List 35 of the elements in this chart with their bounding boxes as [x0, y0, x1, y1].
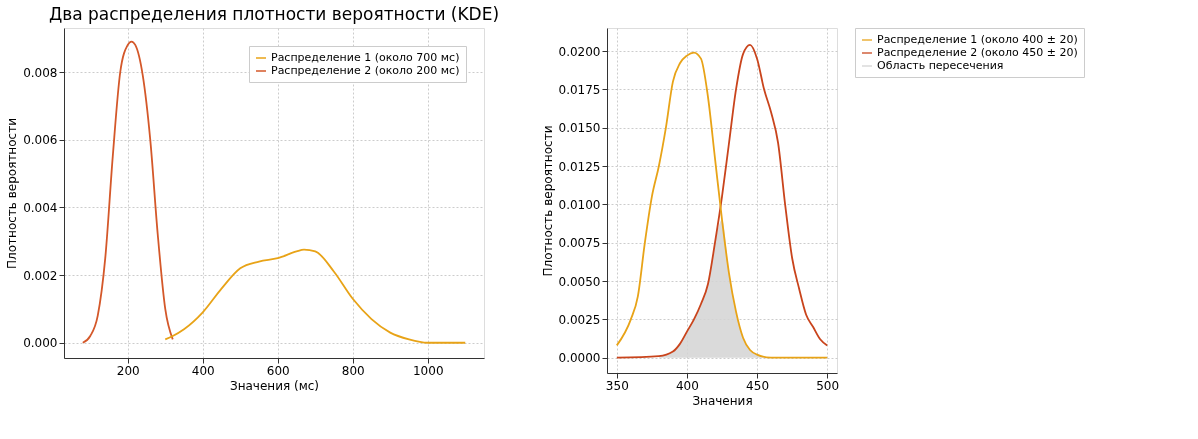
y-tick-label: 0.000 [23, 336, 58, 351]
y-tick-label: 0.004 [23, 200, 58, 215]
y-tick-label: 0.0025 [558, 312, 601, 327]
y-tick-label: 0.008 [23, 65, 58, 80]
x-tick-label: 1000 [412, 363, 444, 378]
line-series [81, 40, 174, 344]
y-tick-label: 0.0200 [558, 44, 601, 59]
y-axis-title: Плотность вероятности [540, 125, 555, 277]
x-axis-title: Значения (мс) [229, 378, 320, 393]
y-tick-label: 0.0150 [558, 121, 601, 136]
chart-title: Два распределения плотности вероятности (KDE) [48, 4, 500, 24]
legend-label: Распределение 1 (около 400 ± 20) [877, 33, 1078, 46]
x-tick-label: 350 [605, 378, 629, 393]
y-tick-label: 0.0100 [558, 197, 601, 212]
x-tick-label: 600 [266, 363, 290, 378]
x-tick-label: 200 [116, 363, 140, 378]
y-tick-label: 0.0000 [558, 351, 601, 366]
legend-label: Область пересечения [877, 59, 1004, 72]
y-tick-label: 0.0175 [558, 82, 601, 97]
y-tick-label: 0.0050 [558, 274, 601, 289]
line-series [164, 248, 467, 344]
y-axis-title: Плотность вероятности [5, 118, 20, 269]
legend-label: Распределение 2 (около 200 мс) [271, 64, 460, 77]
x-tick-label: 450 [746, 378, 770, 393]
x-axis-title: Значения [692, 393, 753, 408]
x-tick-label: 400 [675, 378, 699, 393]
y-tick-label: 0.0125 [558, 159, 601, 174]
y-tick-label: 0.0075 [558, 236, 601, 251]
x-tick-label: 500 [816, 378, 840, 393]
x-tick-label: 400 [191, 363, 215, 378]
y-tick-label: 0.006 [23, 133, 58, 148]
y-tick-label: 0.002 [23, 268, 58, 283]
x-tick-label: 800 [341, 363, 365, 378]
legend-label: Распределение 2 (около 450 ± 20) [877, 46, 1078, 59]
legend-label: Распределение 1 (около 700 мс) [271, 51, 460, 64]
